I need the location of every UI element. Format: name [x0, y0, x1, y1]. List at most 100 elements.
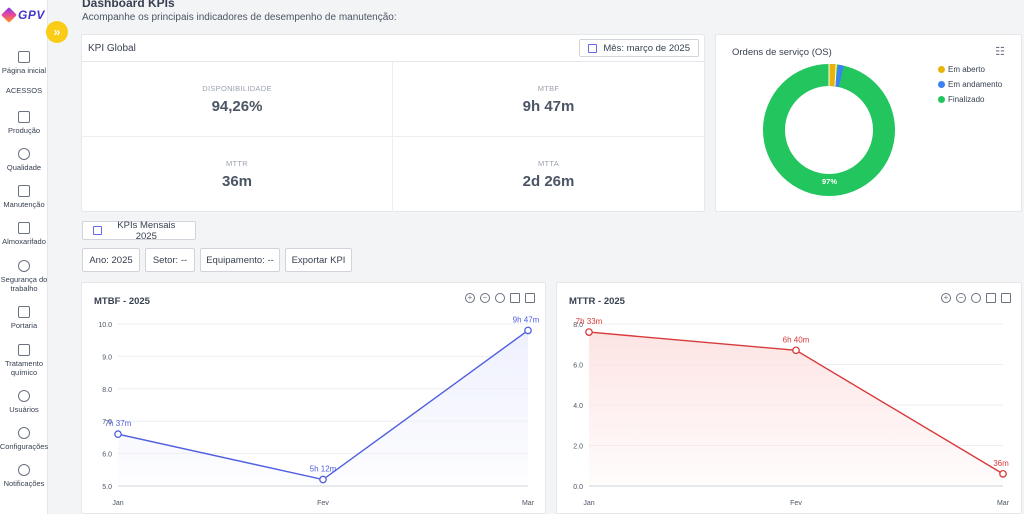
bell-icon [18, 464, 30, 476]
x-tick-label: Mar [522, 500, 535, 507]
logo[interactable]: GPV [1, 6, 48, 24]
exportar-kpi-button[interactable]: Exportar KPI [285, 248, 352, 272]
legend-dot-icon [938, 96, 945, 103]
magnifier-icon[interactable] [495, 293, 505, 303]
kpi-value: 2d 26m [522, 173, 575, 190]
page-subtitle: Acompanhe os principais indicadores de d… [82, 12, 397, 23]
kpi-global-card: KPI Global Mês: março de 2025 DISPONIBIL… [81, 34, 705, 212]
legend-item-em-aberto[interactable]: Em aberto [938, 62, 1002, 77]
archive-icon [18, 222, 30, 234]
data-point[interactable] [999, 470, 1007, 478]
kpi-key: MTTR [225, 159, 249, 168]
sidebar-item-notifica-es[interactable]: Notificações [0, 458, 48, 494]
filter-settings-icon[interactable]: ☷ [995, 46, 1005, 58]
os-title: Ordens de serviço (OS) [732, 47, 832, 58]
sidebar-nav: Página inicial ACESSOS Produção Qualidade Ma… [0, 45, 48, 495]
x-tick-label: Jan [112, 500, 123, 507]
kpi-value: 9h 47m [522, 97, 575, 115]
y-tick-label: 2.0 [573, 444, 583, 451]
os-card: Ordens de serviço (OS) ☷ 97% Em aberto E… [715, 34, 1022, 212]
y-tick-label: 6.0 [573, 363, 583, 370]
mttr-chart-title: MTTR - 2025 [569, 296, 625, 307]
data-label: 5h 12m [310, 465, 337, 474]
ano-select[interactable]: Ano: 2025 [82, 248, 140, 272]
setor-select[interactable]: Setor: -- [145, 248, 195, 272]
zoom-in-icon[interactable]: + [941, 293, 951, 303]
mttr-chart-card: MTTR - 2025 + − 8.0 6.0 4.0 2.0 0.0 Jan Fev Mar… [556, 282, 1022, 514]
users-icon [18, 390, 30, 402]
sidebar-item-label: Segurança do trabalho [0, 274, 48, 293]
sidebar-collapse-button[interactable]: » [46, 21, 68, 43]
sidebar-item-produ-o[interactable]: Produção [0, 105, 48, 141]
donut-slice-em-andamento[interactable] [834, 64, 844, 88]
sidebar-item-manuten-o[interactable]: Manutenção [0, 179, 48, 215]
month-picker-button[interactable]: Mês: março de 2025 [579, 39, 699, 57]
y-tick-label: 8.0 [573, 322, 583, 329]
data-point[interactable] [585, 328, 593, 336]
zoom-out-icon[interactable]: − [480, 293, 490, 303]
shield-icon [18, 259, 30, 272]
home-icon[interactable] [510, 293, 520, 303]
donut-center-label: 97% [822, 177, 837, 186]
sidebar-item-seguran-a-do-trabalho[interactable]: Segurança do trabalho [0, 253, 48, 299]
legend-item-em-andamento[interactable]: Em andamento [938, 77, 1002, 92]
kpis-mensais-label: KPIs Mensais 2025 [117, 219, 176, 242]
y-tick-label: 10.0 [98, 322, 112, 329]
sidebar-item-qualidade[interactable]: Qualidade [0, 142, 48, 178]
mtbf-chart-card: MTBF - 2025 + − 10.0 9.0 8.0 7.0 6.0 5.0 Jan Fe… [81, 282, 546, 514]
legend-label: Finalizado [948, 95, 985, 104]
sidebar-item-usu-rios[interactable]: Usuários [0, 384, 48, 420]
home-icon[interactable] [986, 293, 996, 303]
sidebar-item-tratamento-qu-mico[interactable]: Tratamento químico [0, 337, 48, 383]
kpi-value: 94,26% [211, 97, 263, 115]
mtbf-chart-title: MTBF - 2025 [94, 296, 150, 307]
os-legend: Em aberto Em andamento Finalizado [938, 62, 1002, 107]
legend-label: Em andamento [948, 80, 1003, 89]
data-label: 36m [993, 459, 1009, 468]
door-icon [18, 306, 30, 318]
kpi-key: DISPONIBILIDADE [202, 83, 272, 93]
series-area [589, 332, 1003, 486]
kpi-global-header: KPI Global Mês: março de 2025 [82, 35, 704, 62]
calendar-icon [588, 43, 598, 53]
sidebar-item-almoxarifado[interactable]: Almoxarifado [0, 216, 48, 252]
x-tick-label: Jan [583, 500, 594, 507]
x-tick-label: Fev [317, 500, 329, 507]
kpi-key: MTBF [537, 83, 560, 93]
equipamento-select[interactable]: Equipamento: -- [200, 248, 280, 272]
kpi-global-title: KPI Global [88, 42, 136, 54]
mttr-line-chart: 8.0 6.0 4.0 2.0 0.0 Jan Fev Mar 7h 33m 6h 40m 36m [573, 317, 1010, 507]
data-label: 6h 40m [783, 335, 810, 344]
data-point[interactable] [524, 326, 532, 335]
data-point[interactable] [114, 430, 122, 439]
x-tick-label: Fev [790, 500, 802, 507]
x-tick-label: Mar [997, 500, 1010, 507]
building-icon [18, 51, 30, 63]
kpi-key: MTTA [537, 159, 560, 168]
menu-icon[interactable] [525, 293, 535, 303]
donut-slice-finalizado[interactable] [763, 64, 895, 196]
kpis-mensais-button[interactable]: KPIs Mensais 2025 [82, 219, 196, 242]
flask-icon [18, 343, 30, 356]
legend-item-finalizado[interactable]: Finalizado [938, 92, 1002, 107]
data-point[interactable] [319, 475, 327, 484]
data-point[interactable] [792, 346, 800, 355]
data-label: 7h 37m [105, 419, 132, 428]
magnifier-icon[interactable] [971, 293, 981, 303]
y-tick-label: 6.0 [102, 452, 112, 459]
sidebar-item-portaria[interactable]: Portaria [0, 300, 48, 336]
sidebar: GPV Página inicial ACESSOS Produção Qualida… [0, 0, 48, 514]
sidebar-item-p-gina-inicial[interactable]: Página inicial [0, 45, 48, 81]
menu-icon[interactable] [1001, 293, 1011, 303]
kpi-value: 36m [221, 173, 253, 190]
zoom-in-icon[interactable]: + [465, 293, 475, 303]
zoom-out-icon[interactable]: − [956, 293, 966, 303]
legend-dot-icon [938, 66, 945, 73]
mtbf-line-chart: 10.0 9.0 8.0 7.0 6.0 5.0 Jan Fev Mar 7h 37m 5h 12m… [98, 315, 540, 507]
sidebar-item-configura-es[interactable]: Configurações [0, 421, 48, 457]
data-label: 9h 47m [513, 315, 540, 324]
logo-text: GPV [18, 8, 45, 22]
y-tick-label: 5.0 [102, 484, 112, 491]
kpi-mttr: MTTR 36m [82, 137, 393, 212]
sidebar-item-label: Produção [7, 126, 41, 135]
